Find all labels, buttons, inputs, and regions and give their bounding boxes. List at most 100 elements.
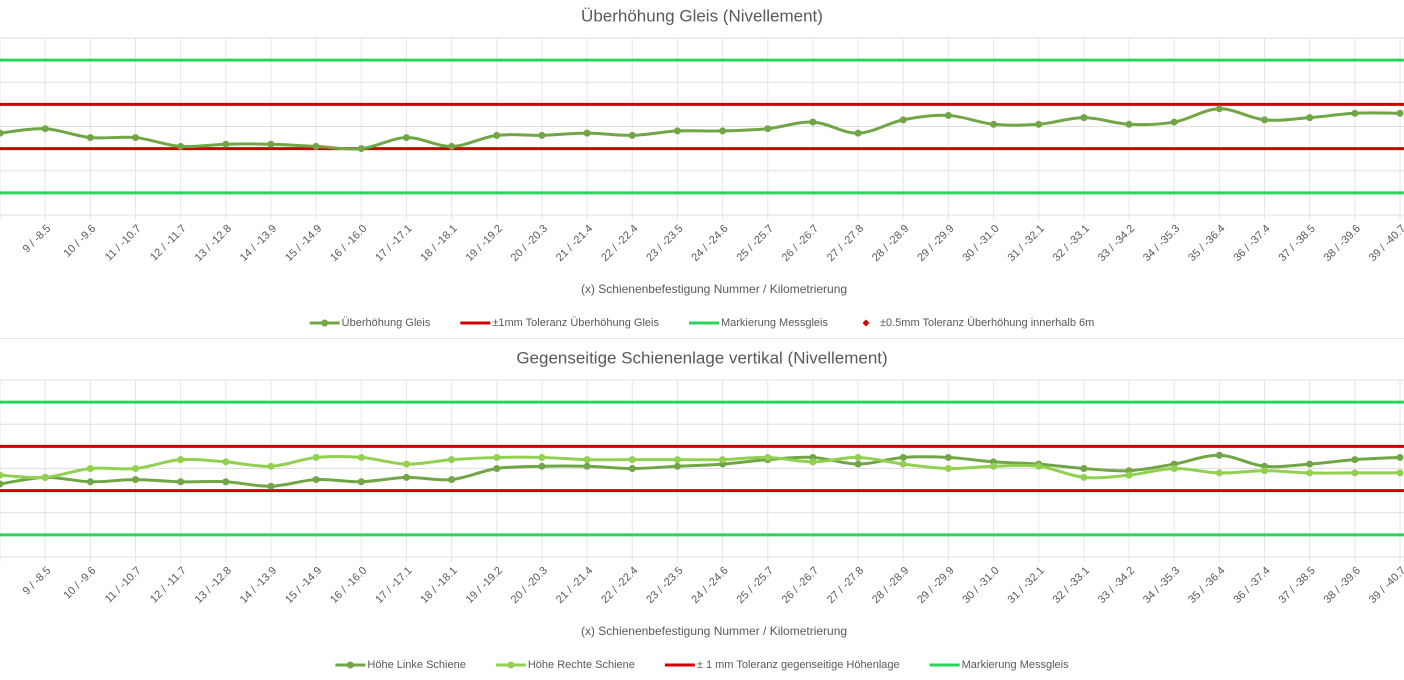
data-point [493, 465, 501, 472]
data-point [267, 462, 275, 470]
data-point [944, 465, 952, 472]
x-tick-label: 26 / -26.7 [780, 223, 821, 264]
x-tick-label: 9 / -8.5 [21, 565, 54, 598]
x-tick-label: 39 / -40.7 [1367, 223, 1404, 264]
legend: Höhe Linke Schiene Höhe Rechte Schiene ± 1… [335, 659, 1069, 671]
legend-label: Markierung Messgleis [721, 317, 828, 329]
x-tick-label: 13 / -12.8 [193, 565, 234, 606]
x-tick-label: 16 / -16.0 [328, 223, 369, 264]
data-point [899, 116, 907, 124]
data-point [628, 456, 636, 464]
data-point [86, 465, 94, 472]
x-tick-label: 35 / -36.4 [1186, 223, 1227, 264]
data-point [1170, 118, 1178, 126]
data-point [1215, 469, 1223, 477]
data-point [0, 480, 4, 488]
data-point [131, 134, 139, 142]
x-tick-label: 18 / -18.1 [418, 223, 459, 264]
x-axis-title: (x) Schienenbefestigung Nummer / Kilomet… [581, 624, 847, 638]
legend-label: Markierung Messgleis [962, 659, 1069, 671]
data-point [854, 453, 862, 461]
data-point [402, 473, 410, 481]
data-point [1351, 469, 1359, 477]
data-point [628, 131, 636, 139]
data-point [1396, 453, 1404, 461]
x-tick-label: 32 / -33.1 [1051, 223, 1092, 264]
x-tick-label: 22 / -22.4 [599, 223, 640, 264]
x-tick-label: 25 / -25.7 [735, 223, 776, 264]
data-point [538, 462, 546, 470]
data-point [944, 111, 952, 119]
data-point [177, 456, 185, 464]
legend-label: ± 1 mm Toleranz gegenseitige Höhenlage [697, 659, 900, 671]
x-tick-label: 37 / -38.5 [1276, 565, 1317, 606]
x-tick-label: 35 / -36.4 [1186, 565, 1227, 606]
x-tick-label: 32 / -33.1 [1051, 565, 1092, 606]
x-tick-label: 19 / -19.2 [464, 565, 505, 606]
x-tick-label: 38 / -39.6 [1322, 565, 1363, 606]
data-point [1261, 116, 1269, 124]
x-tick-label: 20 / -20.3 [509, 565, 550, 606]
data-point [357, 145, 365, 153]
data-point [131, 465, 139, 472]
x-tick-label: 10 / -9.6 [61, 223, 98, 260]
x-tick-label: 11 / -10.7 [103, 223, 144, 264]
data-point [1035, 120, 1043, 128]
legend: Überhöhung Gleis ±1mm Toleranz Überhöhung… [309, 317, 1094, 329]
x-tick-label: 11 / -10.7 [103, 565, 144, 606]
x-tick-label: 24 / -24.6 [689, 565, 730, 606]
data-point [1396, 469, 1404, 477]
data-point [131, 476, 139, 484]
series-line [0, 107, 1401, 151]
data-point [448, 476, 456, 484]
x-tick-label: 26 / -26.7 [780, 565, 821, 606]
data-point [86, 478, 94, 486]
data-point [41, 125, 49, 133]
x-tick-label: 12 / -11.7 [148, 565, 189, 606]
data-point [222, 140, 230, 148]
x-tick-label: 38 / -39.6 [1322, 223, 1363, 264]
data-point [1215, 451, 1223, 459]
data-point [177, 478, 185, 486]
data-point [673, 456, 681, 464]
x-tick-label: 36 / -37.4 [1231, 565, 1272, 606]
data-point [86, 134, 94, 142]
x-tick-label: 12 / -11.7 [148, 223, 189, 264]
x-tick-label: 33 / -34.2 [1096, 223, 1137, 264]
x-tick-label: 17 / -17.1 [373, 565, 414, 606]
data-point [1306, 114, 1314, 122]
data-point [1035, 462, 1043, 470]
series-line [0, 453, 1401, 488]
data-point [41, 473, 49, 481]
x-tick-label: 33 / -34.2 [1096, 565, 1137, 606]
data-point [1080, 473, 1088, 481]
data-point [1125, 120, 1133, 128]
data-point [448, 142, 456, 150]
data-point [583, 129, 591, 137]
x-tick-label: 18 / -18.1 [418, 565, 459, 606]
data-point [944, 453, 952, 461]
data-point [1396, 109, 1404, 117]
x-tick-label: 27 / -27.8 [825, 223, 866, 264]
x-tick-label: 14 / -13.9 [238, 223, 279, 264]
x-tick-label: 23 / -23.5 [644, 223, 685, 264]
data-point [854, 460, 862, 468]
data-point [1351, 109, 1359, 117]
data-point [0, 129, 4, 137]
data-point [1261, 467, 1269, 475]
data-point [1080, 114, 1088, 122]
data-point [493, 453, 501, 461]
x-tick-label: 24 / -24.6 [689, 223, 730, 264]
x-tick-label: 31 / -32.1 [1006, 565, 1047, 606]
data-point [357, 478, 365, 486]
data-point [673, 127, 681, 135]
data-point [267, 140, 275, 148]
data-point [583, 462, 591, 470]
data-point [1306, 460, 1314, 468]
chart-title: Überhöhung Gleis (Nivellement) [581, 6, 823, 25]
data-point [222, 478, 230, 486]
data-point [1306, 469, 1314, 477]
x-tick-label: 16 / -16.0 [328, 565, 369, 606]
data-point [538, 131, 546, 139]
data-point [402, 460, 410, 468]
